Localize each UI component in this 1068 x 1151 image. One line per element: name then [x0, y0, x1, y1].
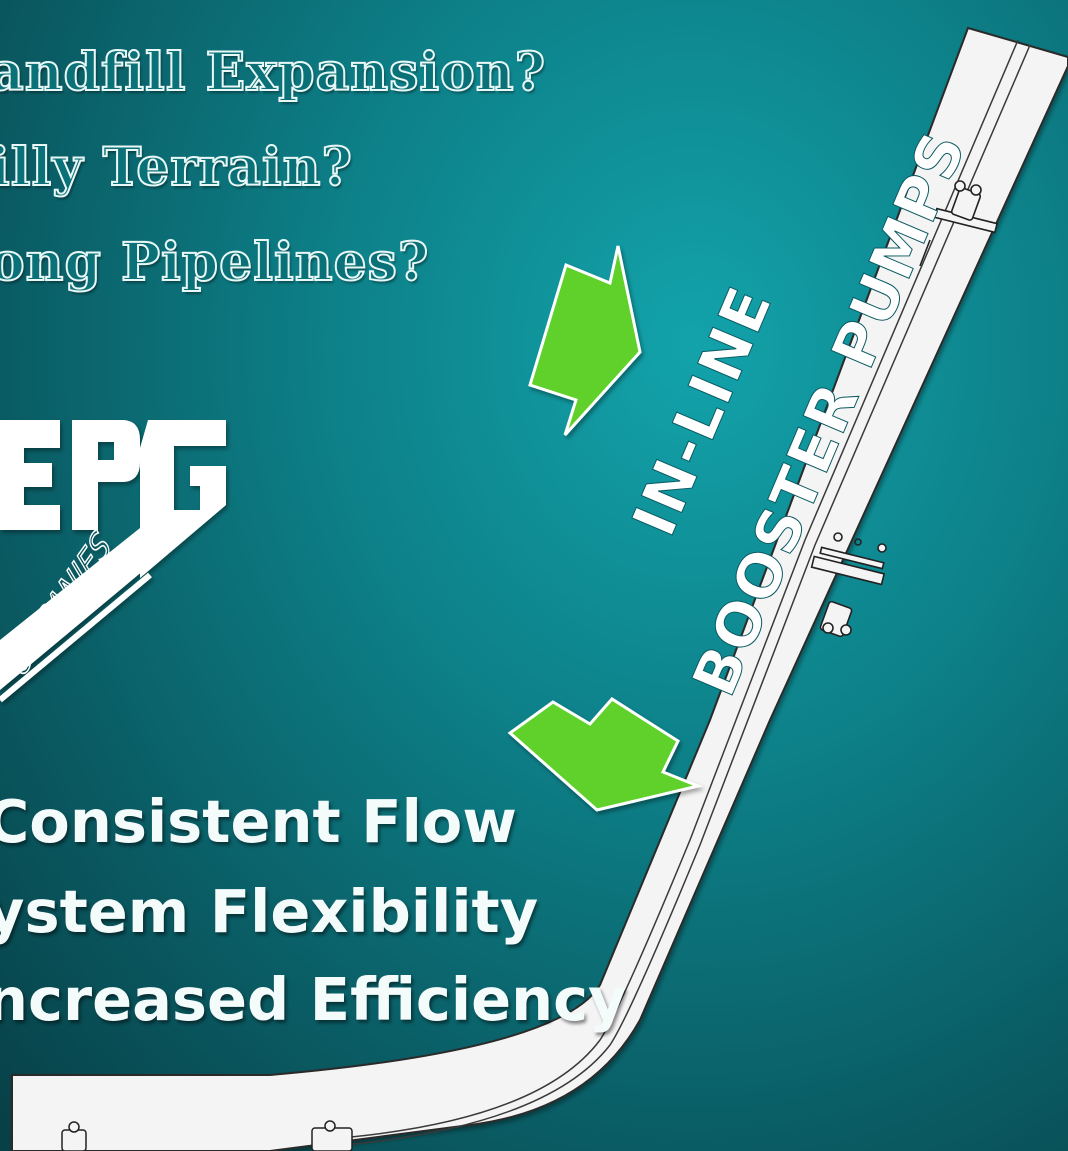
- epg-logo: OMPANIES: [0, 420, 226, 703]
- flange-icon: [810, 532, 887, 586]
- question-landfill: andfill Expansion?: [0, 41, 547, 104]
- question-pipelines: ong Pipelines?: [0, 231, 430, 294]
- pump-icon: [819, 600, 853, 638]
- benefit-flexibility: ystem Flexibility: [0, 877, 539, 946]
- arrow-down-icon: [507, 697, 703, 812]
- pump-icon: [919, 180, 999, 267]
- pump-icon: [61, 1120, 353, 1151]
- benefit-efficiency: ncreased Efficiency: [0, 965, 627, 1034]
- benefit-flow: Consistent Flow: [0, 787, 517, 856]
- question-terrain: illy Terrain?: [0, 136, 353, 199]
- pipeline-illustration: [11, 26, 1068, 1151]
- arrow-down-icon: [528, 245, 642, 437]
